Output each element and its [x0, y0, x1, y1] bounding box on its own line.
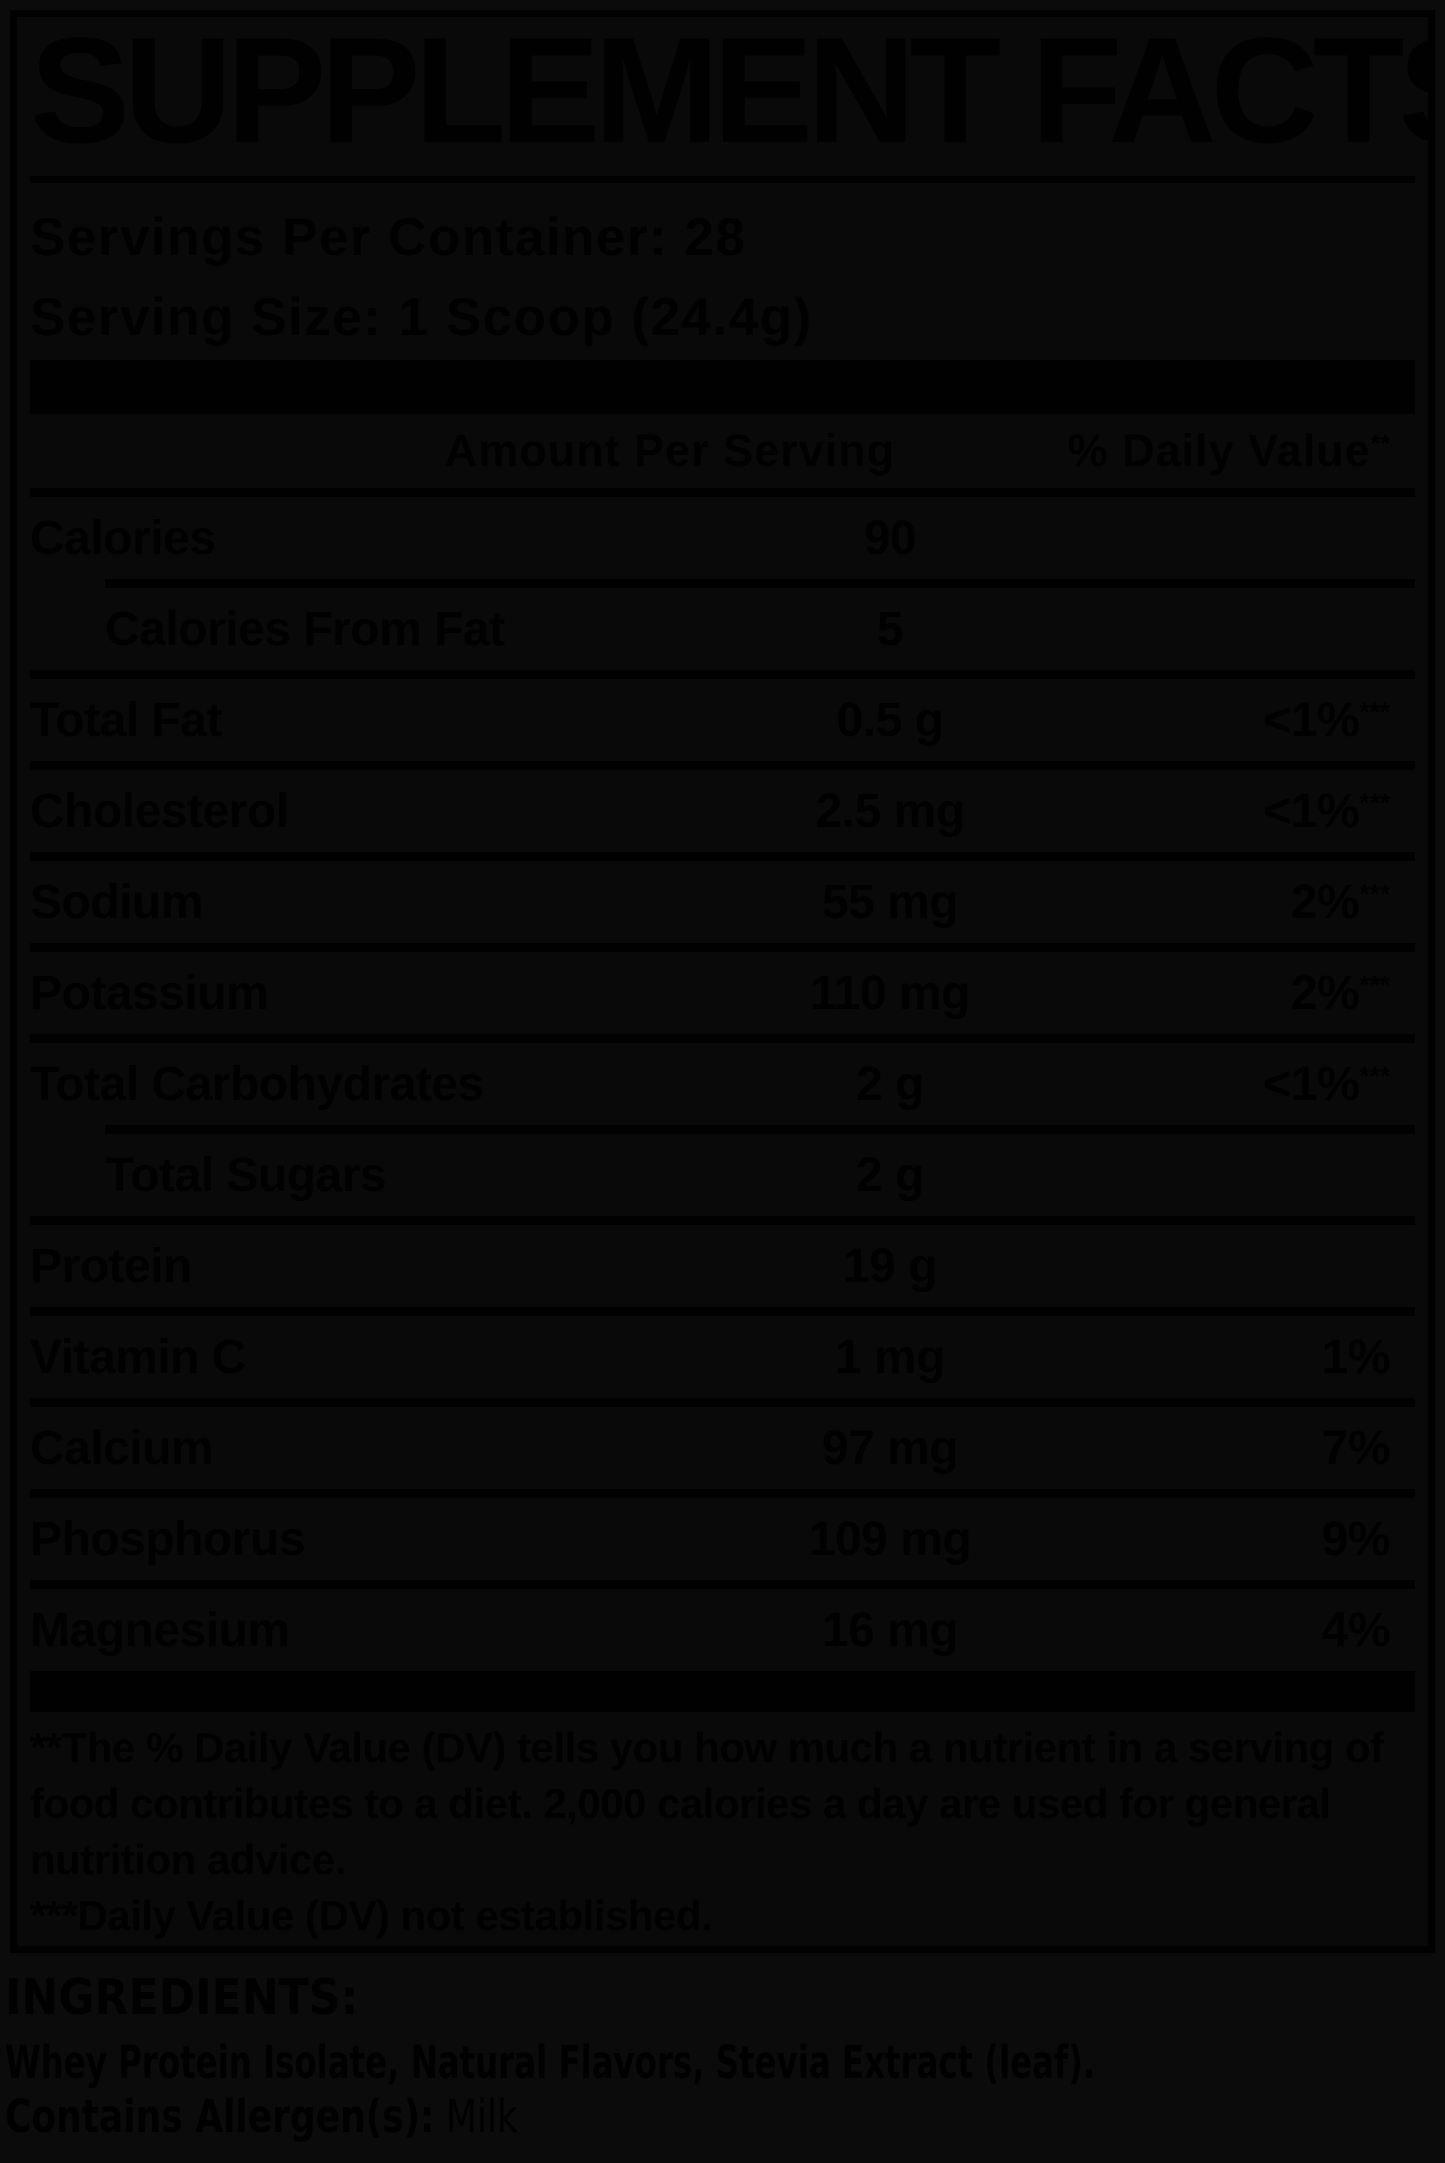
- nutrient-row-magnesium: Magnesium 16 mg 4%: [30, 1603, 1391, 1657]
- serving-size: Serving Size: 1 Scoop (24.4g): [30, 288, 813, 347]
- allergen-value: Milk: [445, 2090, 518, 2143]
- divider: [30, 1216, 1415, 1225]
- nutrient-row-vitamin-c: Vitamin C 1 mg 1%: [30, 1330, 1391, 1384]
- divider: [30, 943, 1415, 952]
- servings-per-container: Servings Per Container: 28: [30, 208, 747, 267]
- divider: [30, 1307, 1415, 1316]
- divider: [30, 1398, 1415, 1407]
- footnote-not-established: ***Daily Value (DV) not established.: [30, 1892, 713, 1939]
- ingredients-section: INGREDIENTS: Whey Protein Isolate, Natur…: [5, 1973, 1445, 2140]
- supplement-label-page: { "panel": { "title": "SUPPLEMENT FACTS"…: [0, 10, 1445, 2163]
- ingredients-title: INGREDIENTS:: [5, 1969, 359, 2026]
- serving-info: Servings Per Container: 28 Serving Size:…: [30, 198, 1415, 358]
- ingredients-list: Whey Protein Isolate, Natural Flavors, S…: [5, 2036, 1096, 2089]
- nutrient-row-potassium: Potassium 110 mg 2%***: [30, 966, 1390, 1020]
- nutrient-row-calories: Calories 90: [30, 511, 917, 565]
- divider: [30, 1034, 1415, 1043]
- divider: [30, 1489, 1415, 1498]
- section-bar-bottom: [30, 1671, 1415, 1712]
- header-daily-value: % Daily Value**: [1067, 425, 1390, 476]
- nutrient-row-total-fat: Total Fat 0.5 g <1%***: [30, 693, 1390, 747]
- nutrient-row-total-sugars: Total Sugars 2 g: [105, 1148, 924, 1202]
- nutrient-row-protein: Protein 19 g: [30, 1239, 938, 1293]
- header-amount-per-serving: Amount Per Serving: [444, 425, 896, 476]
- nutrient-row-calories-from-fat: Calories From Fat 5: [105, 602, 904, 656]
- footnotes: **The % Daily Value (DV) tells you how m…: [30, 1720, 1415, 1944]
- nutrient-row-phosphorus: Phosphorus 109 mg 9%: [30, 1512, 1391, 1566]
- divider: [105, 1125, 1415, 1134]
- divider: [30, 488, 1415, 497]
- divider: [30, 670, 1415, 679]
- section-bar-top: [30, 360, 1415, 414]
- title-divider: [30, 176, 1415, 183]
- allergen-statement: Contains Allergen(s): Milk: [5, 2094, 1157, 2140]
- divider: [30, 852, 1415, 861]
- nutrient-row-total-carbohydrates: Total Carbohydrates 2 g <1%***: [30, 1057, 1390, 1111]
- allergen-label: Contains Allergen(s):: [5, 2090, 435, 2143]
- header-asterisks: **: [1370, 431, 1390, 459]
- nutrient-row-calcium: Calcium 97 mg 7%: [30, 1421, 1391, 1475]
- divider: [30, 761, 1415, 770]
- nutrient-row-cholesterol: Cholesterol 2.5 mg <1%***: [30, 784, 1390, 838]
- nutrient-row-sodium: Sodium 55 mg 2%***: [30, 875, 1390, 929]
- table-header: Amount Per Serving % Daily Value**: [30, 414, 1415, 488]
- panel-title: SUPPLEMENT FACTS: [30, 10, 1435, 174]
- supplement-facts-panel: SUPPLEMENT FACTS Servings Per Container:…: [10, 10, 1435, 1953]
- footnote-daily-value: **The % Daily Value (DV) tells you how m…: [30, 1724, 1384, 1883]
- divider: [30, 1580, 1415, 1589]
- divider: [105, 579, 1415, 588]
